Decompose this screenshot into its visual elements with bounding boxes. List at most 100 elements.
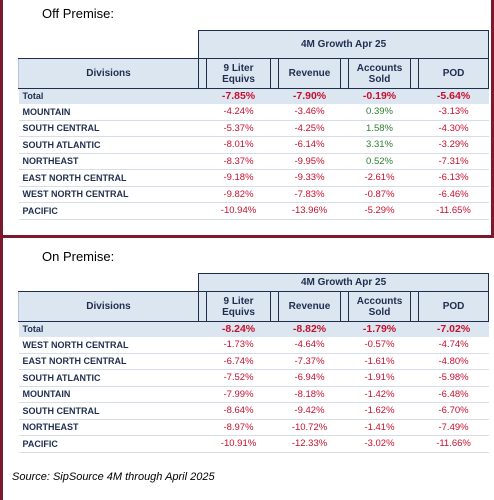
table-row: SOUTH ATLANTIC -8.01% -6.14% 3.31% -3.29%	[18, 136, 489, 154]
cell-accounts: 3.31%	[348, 136, 411, 154]
cell-pod: -6.48%	[418, 386, 489, 403]
cell-pod: -11.66%	[418, 435, 489, 453]
cell-pod: -4.80%	[418, 353, 489, 370]
table-row: NORTHEAST -8.97% -10.72% -1.41% -7.49%	[18, 419, 489, 436]
table-row: PACIFIC -10.91% -12.33% -3.02% -11.66%	[18, 435, 489, 453]
total-pod: -5.64%	[418, 88, 489, 104]
table-row: PACIFIC -10.94% -13.96% -5.29% -11.65%	[18, 202, 489, 220]
total-liter: -8.24%	[206, 321, 271, 337]
cell-accounts: -1.91%	[348, 369, 411, 387]
cell-revenue: -7.83%	[278, 186, 341, 203]
total-revenue: -8.82%	[278, 321, 341, 337]
cell-liter: -8.37%	[206, 153, 271, 170]
cell-liter: -4.24%	[206, 103, 271, 121]
col-pod: POD	[417, 58, 490, 89]
total-accounts: -1.79%	[348, 321, 411, 337]
table-row: EAST NORTH CENTRAL -9.18% -9.33% -2.61% -6.1…	[18, 169, 489, 187]
cell-accounts: 0.39%	[348, 103, 411, 121]
cell-revenue: -7.37%	[278, 353, 341, 370]
growth-header: 4M Growth Apr 25	[197, 273, 490, 292]
division-label: WEST NORTH CENTRAL	[18, 186, 199, 203]
cell-revenue: -4.64%	[278, 336, 341, 354]
col-9-liter-equivs: 9 Liter Equivs	[206, 58, 271, 89]
division-label: SOUTH ATLANTIC	[18, 369, 199, 387]
table-row: WEST NORTH CENTRAL -1.73% -4.64% -0.57% -4.7…	[18, 336, 489, 354]
cell-pod: -3.13%	[418, 103, 489, 121]
off-premise-title: Off Premise:	[42, 6, 115, 21]
col-revenue: Revenue	[278, 291, 341, 322]
cell-revenue: -10.72%	[278, 419, 341, 436]
division-label: EAST NORTH CENTRAL	[18, 353, 199, 370]
total-pod: -7.02%	[418, 321, 489, 337]
cell-pod: -5.98%	[418, 369, 489, 387]
cell-pod: -4.30%	[418, 120, 489, 137]
cell-pod: -3.29%	[418, 136, 489, 154]
cell-liter: -10.94%	[206, 202, 271, 220]
cell-liter: -7.52%	[206, 369, 271, 387]
table-row: MOUNTAIN -7.99% -8.18% -1.42% -6.48%	[18, 386, 489, 403]
cell-pod: -7.49%	[418, 419, 489, 436]
cell-liter: -5.37%	[206, 120, 271, 137]
cell-liter: -7.99%	[206, 386, 271, 403]
col-revenue: Revenue	[278, 58, 341, 89]
cell-revenue: -3.46%	[278, 103, 341, 121]
cell-pod: -6.46%	[418, 186, 489, 203]
division-label: PACIFIC	[18, 202, 199, 220]
cell-revenue: -9.95%	[278, 153, 341, 170]
total-revenue: -7.90%	[278, 88, 341, 104]
cell-revenue: -6.94%	[278, 369, 341, 387]
division-label: SOUTH CENTRAL	[18, 402, 199, 420]
growth-header: 4M Growth Apr 25	[197, 30, 490, 59]
source-note: Source: SipSource 4M through April 2025	[12, 471, 215, 483]
total-label: Total	[18, 88, 199, 104]
total-row: Total -7.85% -7.90% -0.19% -5.64%	[18, 88, 489, 104]
cell-liter: -8.64%	[206, 402, 271, 420]
off-premise-table: 4M Growth Apr 25 Divisions 9 Liter Equiv…	[18, 30, 490, 220]
division-label: SOUTH CENTRAL	[18, 120, 199, 137]
cell-accounts: -2.61%	[348, 169, 411, 187]
cell-accounts: 0.52%	[348, 153, 411, 170]
cell-pod: -6.70%	[418, 402, 489, 420]
cell-liter: -9.82%	[206, 186, 271, 203]
cell-liter: -8.97%	[206, 419, 271, 436]
col-9-liter-equivs: 9 Liter Equivs	[206, 291, 271, 322]
division-label: PACIFIC	[18, 435, 199, 453]
cell-accounts: -1.62%	[348, 402, 411, 420]
cell-pod: -11.65%	[418, 202, 489, 220]
cell-revenue: -6.14%	[278, 136, 341, 154]
table-row: SOUTH CENTRAL -5.37% -4.25% 1.58% -4.30%	[18, 120, 489, 137]
cell-revenue: -13.96%	[278, 202, 341, 220]
cell-revenue: -9.33%	[278, 169, 341, 187]
cell-accounts: -0.57%	[348, 336, 411, 354]
division-label: NORTHEAST	[18, 419, 199, 436]
cell-liter: -10.91%	[206, 435, 271, 453]
cell-accounts: -1.41%	[348, 419, 411, 436]
table-row: NORTHEAST -8.37% -9.95% 0.52% -7.31%	[18, 153, 489, 170]
cell-liter: -6.74%	[206, 353, 271, 370]
table-row: MOUNTAIN -4.24% -3.46% 0.39% -3.13%	[18, 103, 489, 121]
cell-revenue: -12.33%	[278, 435, 341, 453]
cell-liter: -9.18%	[206, 169, 271, 187]
cell-accounts: -5.29%	[348, 202, 411, 220]
division-label: NORTHEAST	[18, 153, 199, 170]
division-label: EAST NORTH CENTRAL	[18, 169, 199, 187]
frame-left-border	[0, 0, 3, 500]
frame-right-border	[491, 0, 494, 235]
col-accounts-sold: Accounts Sold	[348, 291, 411, 322]
col-divisions: Divisions	[18, 291, 199, 322]
cell-accounts: -1.42%	[348, 386, 411, 403]
table-row: WEST NORTH CENTRAL -9.82% -7.83% -0.87% -6.4…	[18, 186, 489, 203]
cell-revenue: -9.42%	[278, 402, 341, 420]
cell-accounts: -1.61%	[348, 353, 411, 370]
cell-liter: -8.01%	[206, 136, 271, 154]
total-label: Total	[18, 321, 199, 337]
division-label: MOUNTAIN	[18, 103, 199, 121]
on-premise-table: 4M Growth Apr 25 Divisions 9 Liter Equiv…	[18, 273, 490, 453]
cell-accounts: 1.58%	[348, 120, 411, 137]
table-row: EAST NORTH CENTRAL -6.74% -7.37% -1.61% -4.8…	[18, 353, 489, 370]
cell-revenue: -4.25%	[278, 120, 341, 137]
total-liter: -7.85%	[206, 88, 271, 104]
section-separator	[3, 235, 494, 238]
cell-pod: -4.74%	[418, 336, 489, 354]
on-premise-title: On Premise:	[42, 249, 115, 264]
